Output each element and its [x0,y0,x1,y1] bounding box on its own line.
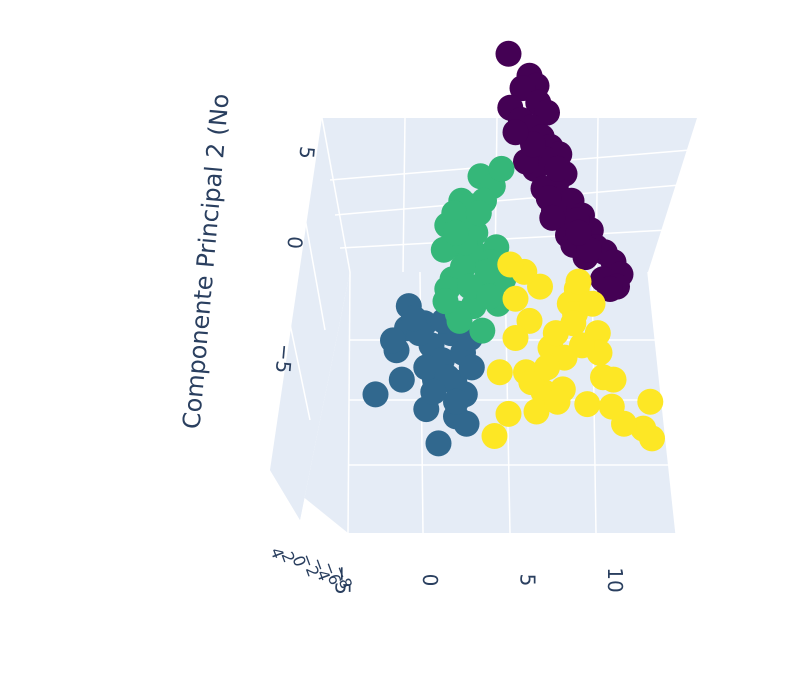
grid-line [321,117,351,273]
y-tick-label: 0 [282,235,307,250]
data-point[interactable] [544,388,571,415]
points-layer [362,40,665,457]
grid-line [299,189,326,331]
grid-line [284,299,311,421]
data-point[interactable] [597,276,623,302]
data-point[interactable] [486,359,513,386]
y-axis-title: Componente Principal 2 (No [177,92,234,430]
data-point[interactable] [425,430,452,457]
z-axis-ticks: 420−2−4−6−8 [266,545,356,591]
data-point[interactable] [457,273,483,300]
left-pane [270,118,350,520]
data-point[interactable] [441,200,468,227]
data-point[interactable] [579,290,606,317]
x-tick-label: 10 [603,567,627,592]
data-point[interactable] [413,354,440,381]
data-point[interactable] [446,307,473,334]
data-point[interactable] [380,327,406,354]
data-point[interactable] [495,400,522,427]
data-point[interactable] [388,366,415,393]
data-point[interactable] [401,305,427,332]
data-point[interactable] [565,219,592,246]
data-point[interactable] [523,398,550,425]
data-point[interactable] [495,40,522,67]
data-point[interactable] [542,320,569,347]
data-point[interactable] [469,317,496,344]
data-point[interactable] [574,391,601,418]
y-axis-ticks: 5 0 −5 [271,145,320,374]
data-point[interactable] [432,288,459,315]
x-tick-label: 0 [418,574,442,587]
data-point[interactable] [450,253,476,280]
data-point[interactable] [598,393,625,420]
data-point[interactable] [639,425,665,452]
data-point[interactable] [465,200,492,227]
grid-line [347,271,351,534]
data-point[interactable] [535,185,562,212]
data-point[interactable] [502,119,529,146]
data-point[interactable] [420,378,447,405]
data-point[interactable] [362,381,389,408]
data-point[interactable] [600,366,627,393]
data-point[interactable] [502,285,529,312]
data-point[interactable] [565,268,592,295]
data-point[interactable] [453,410,480,437]
x-tick-label: −5 [331,565,355,594]
front-left-pane [270,272,350,533]
data-point[interactable] [544,155,571,182]
grid-line [402,117,406,273]
data-point[interactable] [481,423,508,449]
data-point[interactable] [476,283,503,310]
x-axis-ticks: −5 0 5 10 [331,565,628,594]
y-tick-label: −5 [271,343,297,374]
data-point[interactable] [443,219,469,246]
data-point[interactable] [474,258,501,285]
data-point[interactable] [497,251,524,278]
data-point[interactable] [534,354,560,381]
y-tick-label: 5 [294,145,319,160]
data-point[interactable] [488,155,515,182]
grid-line [334,184,681,216]
x-tick-label: 5 [516,574,540,587]
data-point[interactable] [569,332,595,359]
data-point[interactable] [458,354,485,381]
data-point[interactable] [502,325,529,351]
data-point[interactable] [539,204,566,231]
data-point[interactable] [443,388,469,415]
data-point[interactable] [637,388,664,415]
